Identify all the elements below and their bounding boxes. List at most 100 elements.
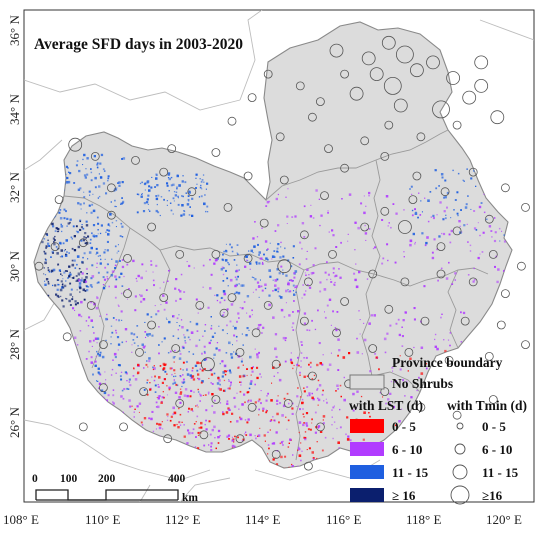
shrub-pixel xyxy=(300,366,302,368)
shrub-pixel xyxy=(69,304,72,306)
shrub-pixel xyxy=(279,296,283,299)
shrub-pixel xyxy=(59,217,63,220)
shrub-pixel xyxy=(434,338,436,341)
shrub-pixel xyxy=(413,346,415,349)
shrub-pixel xyxy=(223,311,225,314)
shrub-pixel xyxy=(150,263,153,266)
shrub-pixel xyxy=(356,390,359,393)
shrub-pixel xyxy=(287,281,290,284)
shrub-pixel xyxy=(85,358,88,360)
shrub-pixel xyxy=(182,213,186,216)
shrub-pixel xyxy=(174,375,177,377)
shrub-pixel xyxy=(478,205,482,209)
shrub-pixel xyxy=(436,248,438,251)
shrub-pixel xyxy=(347,435,350,438)
shrub-pixel xyxy=(440,173,444,176)
shrub-pixel xyxy=(196,361,199,365)
shrub-pixel xyxy=(163,337,166,340)
tmin-station-circle xyxy=(147,222,157,232)
tmin-station-circle xyxy=(259,218,269,228)
tmin-station-circle xyxy=(436,242,446,252)
shrub-pixel xyxy=(300,459,302,462)
shrub-pixel xyxy=(115,260,118,263)
shrub-pixel xyxy=(97,255,99,257)
shrub-pixel xyxy=(77,202,80,205)
shrub-pixel xyxy=(179,352,182,355)
shrub-pixel xyxy=(229,421,232,423)
shrub-pixel xyxy=(97,222,100,225)
tmin-station-circle xyxy=(62,332,72,342)
tmin-station-circle xyxy=(500,289,510,299)
shrub-pixel xyxy=(210,325,213,327)
shrub-pixel xyxy=(183,381,186,384)
shrub-pixel xyxy=(81,277,83,279)
shrub-pixel xyxy=(100,258,102,261)
shrub-pixel xyxy=(208,444,210,446)
shrub-pixel xyxy=(466,223,468,225)
shrub-pixel xyxy=(96,296,99,300)
shrub-pixel xyxy=(302,408,304,410)
shrub-pixel xyxy=(323,400,325,402)
shrub-pixel xyxy=(195,405,197,407)
shrub-pixel xyxy=(275,355,278,358)
shrub-pixel xyxy=(300,442,302,444)
shrub-pixel xyxy=(182,369,184,371)
shrub-pixel xyxy=(211,335,215,338)
shrub-pixel xyxy=(54,235,56,238)
shrub-pixel xyxy=(90,211,93,214)
shrub-pixel xyxy=(80,239,83,242)
shrub-pixel xyxy=(65,298,68,300)
shrub-pixel xyxy=(159,395,161,397)
shrub-pixel xyxy=(111,331,114,334)
shrub-pixel xyxy=(205,210,207,213)
shrub-pixel xyxy=(199,178,201,180)
shrub-pixel xyxy=(162,294,165,297)
shrub-pixel xyxy=(218,436,220,438)
shrub-pixel xyxy=(150,260,153,263)
shrub-pixel xyxy=(324,316,327,319)
shrub-pixel xyxy=(279,442,282,445)
tmin-station-circle xyxy=(235,347,245,357)
shrub-pixel xyxy=(294,270,298,273)
shrub-pixel xyxy=(74,309,76,311)
shrub-pixel xyxy=(108,285,110,288)
shrub-pixel xyxy=(203,368,206,371)
shrub-pixel xyxy=(236,244,239,246)
shrub-pixel xyxy=(79,291,81,293)
shrub-pixel xyxy=(152,368,155,371)
tmin-station-circle xyxy=(247,93,257,102)
shrub-pixel xyxy=(280,246,282,248)
shrub-pixel xyxy=(483,193,485,195)
shrub-pixel xyxy=(176,322,178,323)
shrub-pixel xyxy=(390,226,392,229)
legend-tmin-circle-3 xyxy=(450,485,470,505)
shrub-pixel xyxy=(282,444,284,446)
shrub-pixel xyxy=(272,366,275,369)
shrub-pixel xyxy=(441,232,443,235)
legend-lst-swatch-2 xyxy=(350,465,384,479)
shrub-pixel xyxy=(292,367,294,370)
shrub-pixel xyxy=(373,314,376,317)
shrub-pixel xyxy=(155,428,157,430)
shrub-pixel xyxy=(460,341,463,343)
shrub-pixel xyxy=(45,245,48,248)
shrub-pixel xyxy=(190,389,193,392)
shrub-pixel xyxy=(69,172,72,175)
shrub-pixel xyxy=(441,313,443,315)
shrub-pixel xyxy=(290,279,293,282)
shrub-pixel xyxy=(159,365,162,367)
shrub-pixel xyxy=(129,384,132,387)
shrub-pixel xyxy=(317,425,321,428)
shrub-pixel xyxy=(91,264,94,267)
shrub-pixel xyxy=(159,423,162,426)
legend-tmin-label-3: ≥16 xyxy=(482,488,503,503)
shrub-pixel xyxy=(253,277,255,279)
shrub-pixel xyxy=(179,375,181,377)
shrub-pixel xyxy=(406,380,408,382)
shrub-pixel xyxy=(182,175,184,177)
shrub-pixel xyxy=(121,319,123,321)
shrub-pixel xyxy=(409,357,412,360)
shrub-pixel xyxy=(195,322,199,326)
shrub-pixel xyxy=(128,399,131,402)
shrub-pixel xyxy=(44,280,46,282)
